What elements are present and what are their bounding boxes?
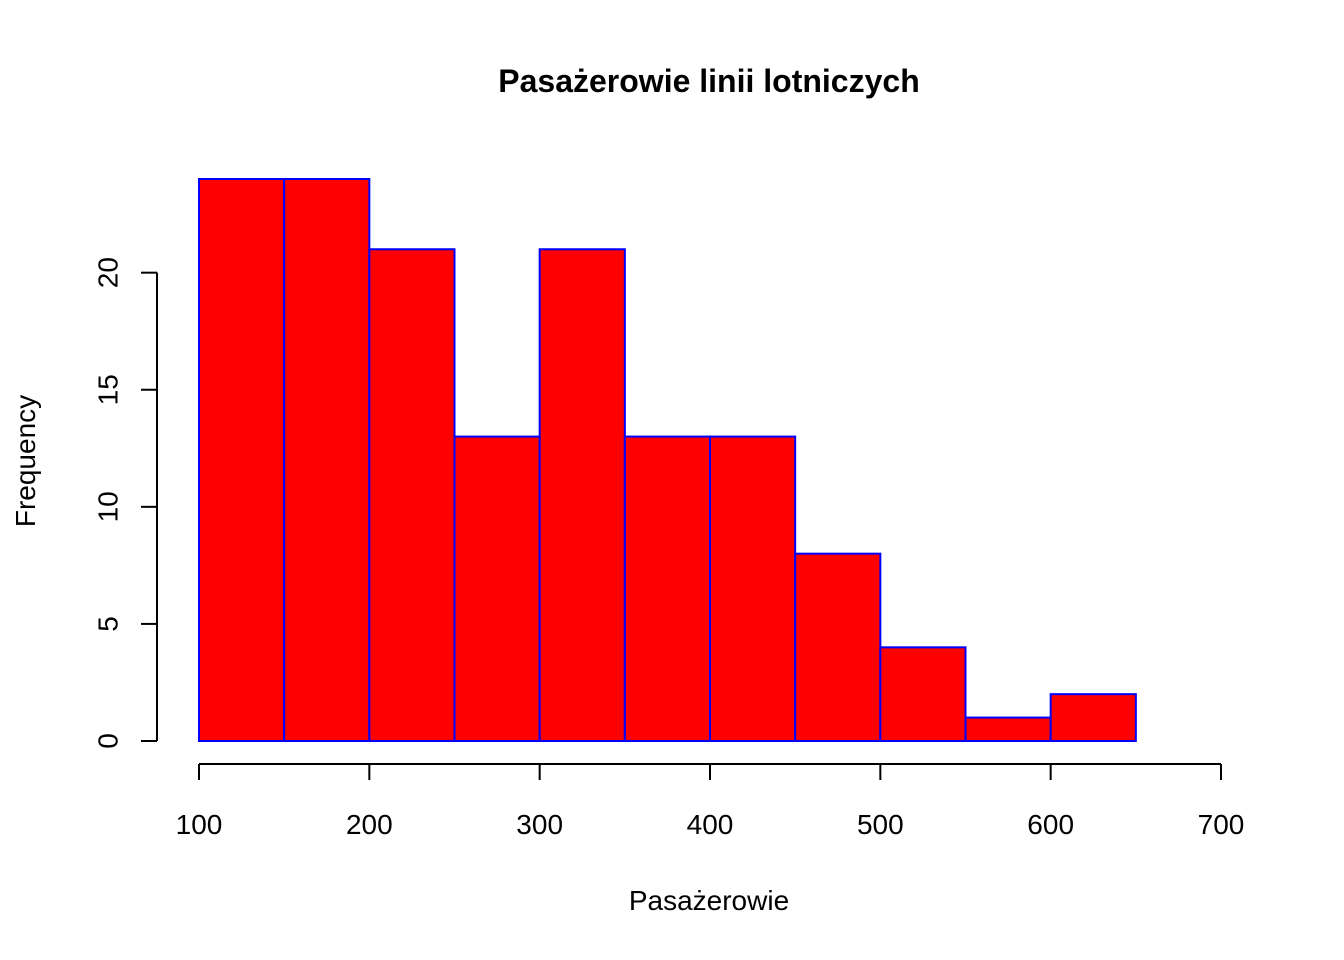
histogram-bar-100-150 <box>198 178 286 742</box>
x-tick-label-200: 200 <box>346 809 393 840</box>
histogram-bar-350-400 <box>623 435 711 742</box>
histogram-bar-400-450 <box>709 435 797 742</box>
y-axis-label: Frequency <box>10 395 41 527</box>
y-tick-label-15: 15 <box>92 374 123 405</box>
x-tick-label-500: 500 <box>857 809 904 840</box>
x-tick-label-300: 300 <box>516 809 563 840</box>
histogram-bar-250-300 <box>453 435 541 742</box>
histogram-bar-500-550 <box>879 646 967 742</box>
x-axis: 100 200 300 400 500 600 700 <box>176 763 1245 840</box>
y-tick-label-0: 0 <box>92 733 123 749</box>
x-tick-label-100: 100 <box>176 809 223 840</box>
histogram-bar-200-250 <box>368 248 456 742</box>
histogram-bar-300-350 <box>538 248 626 742</box>
chart-title: Pasażerowie linii lotniczych <box>498 63 919 99</box>
histogram-bar-600-650 <box>1049 693 1137 743</box>
x-tick-label-700: 700 <box>1198 809 1245 840</box>
histogram-bar-550-600 <box>964 716 1052 742</box>
x-axis-label: Pasażerowie <box>629 885 789 916</box>
y-tick-label-10: 10 <box>92 491 123 522</box>
y-tick-label-20: 20 <box>92 257 123 288</box>
x-tick-label-600: 600 <box>1027 809 1074 840</box>
histogram-bar-450-500 <box>794 552 882 743</box>
x-tick-label-400: 400 <box>687 809 734 840</box>
bars-group <box>198 178 1137 743</box>
y-axis: 0 5 10 15 20 <box>92 257 158 749</box>
y-tick-label-5: 5 <box>92 616 123 632</box>
histogram-bar-150-200 <box>283 178 371 742</box>
